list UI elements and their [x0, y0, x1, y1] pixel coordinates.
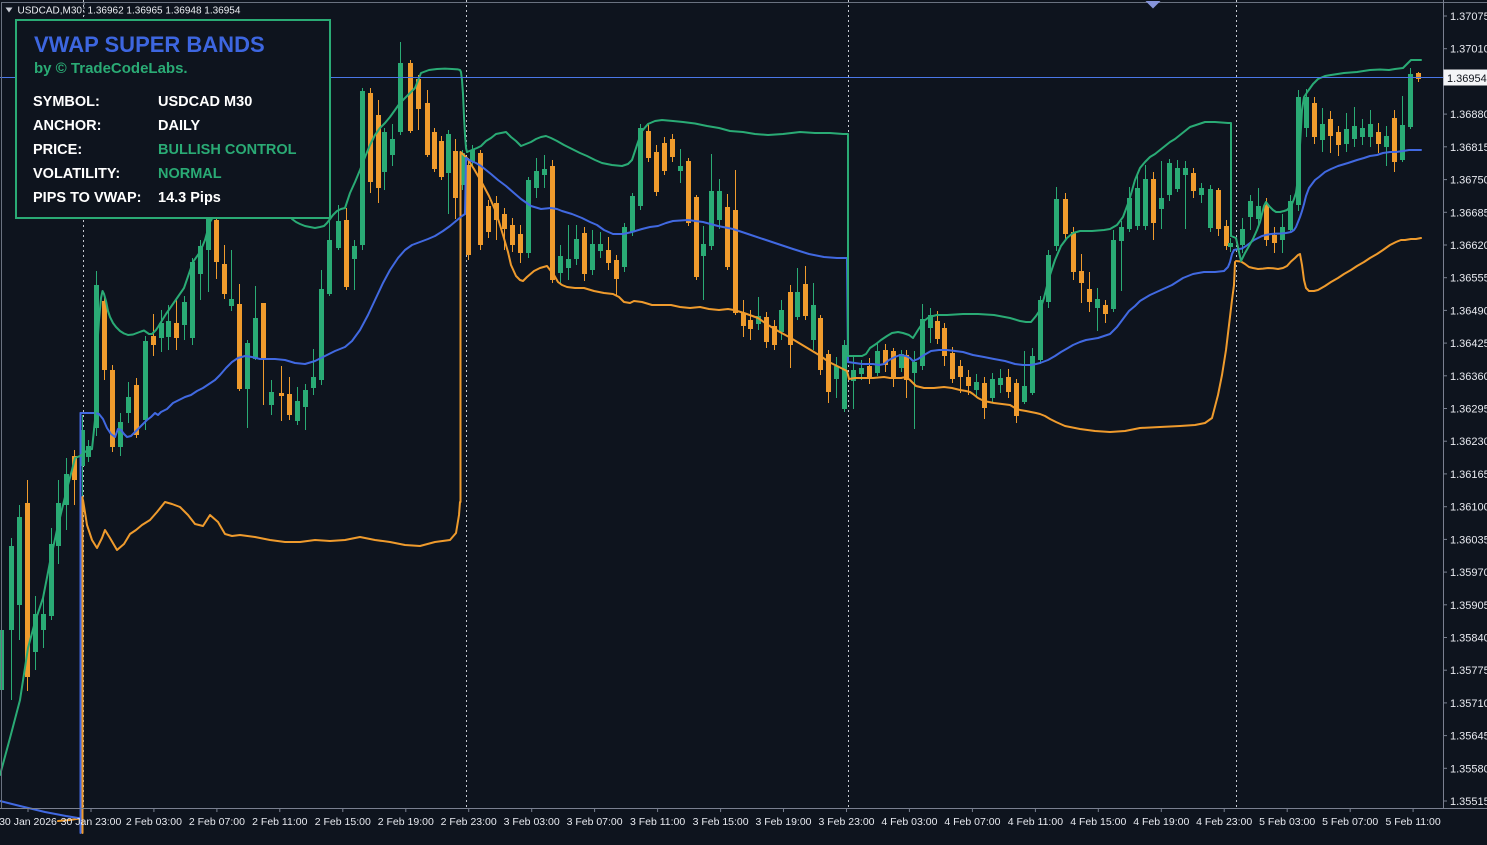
svg-text:1.36165: 1.36165 [1450, 469, 1487, 481]
svg-text:BULLISH CONTROL: BULLISH CONTROL [158, 142, 297, 158]
svg-text:4 Feb 11:00: 4 Feb 11:00 [1008, 816, 1063, 828]
svg-text:1.35645: 1.35645 [1450, 731, 1487, 743]
svg-text:4 Feb 07:00: 4 Feb 07:00 [944, 816, 1000, 828]
svg-text:1.36954: 1.36954 [1447, 73, 1487, 85]
svg-text:NORMAL: NORMAL [158, 166, 222, 182]
svg-text:2 Feb 19:00: 2 Feb 19:00 [378, 816, 434, 828]
svg-text:2 Feb 03:00: 2 Feb 03:00 [126, 816, 182, 828]
svg-text:1.36230: 1.36230 [1450, 436, 1487, 448]
svg-text:1.36425: 1.36425 [1450, 338, 1487, 350]
svg-text:USDCAD M30: USDCAD M30 [158, 94, 252, 110]
svg-text:PIPS TO VWAP:: PIPS TO VWAP: [33, 190, 142, 206]
svg-text:2 Feb 23:00: 2 Feb 23:00 [441, 816, 497, 828]
svg-text:1.36555: 1.36555 [1450, 273, 1487, 285]
svg-text:1.36035: 1.36035 [1450, 534, 1487, 546]
svg-text:1.36490: 1.36490 [1450, 305, 1487, 317]
svg-text:VWAP SUPER BANDS: VWAP SUPER BANDS [34, 32, 265, 57]
svg-text:1.36360: 1.36360 [1450, 371, 1487, 383]
svg-text:VOLATILITY:: VOLATILITY: [33, 166, 120, 182]
svg-text:PRICE:: PRICE: [33, 142, 82, 158]
svg-text:1.35580: 1.35580 [1450, 763, 1487, 775]
svg-text:1.36620: 1.36620 [1450, 240, 1487, 252]
svg-text:1.36685: 1.36685 [1450, 207, 1487, 219]
svg-text:5 Feb 03:00: 5 Feb 03:00 [1259, 816, 1315, 828]
svg-text:30 Jan 2026: 30 Jan 2026 [0, 816, 57, 828]
svg-text:1.35840: 1.35840 [1450, 633, 1487, 645]
svg-text:4 Feb 03:00: 4 Feb 03:00 [881, 816, 937, 828]
svg-text:1.35775: 1.35775 [1450, 665, 1487, 677]
svg-text:3 Feb 03:00: 3 Feb 03:00 [504, 816, 560, 828]
svg-text:2 Feb 07:00: 2 Feb 07:00 [189, 816, 245, 828]
svg-text:USDCAD,M30: USDCAD,M30 [18, 6, 83, 17]
svg-text:1.36962 1.36965 1.36948 1.3695: 1.36962 1.36965 1.36948 1.36954 [88, 6, 241, 17]
svg-text:30 Jan 23:00: 30 Jan 23:00 [61, 816, 122, 828]
svg-text:DAILY: DAILY [158, 118, 200, 134]
svg-text:1.36295: 1.36295 [1450, 404, 1487, 416]
svg-text:1.35710: 1.35710 [1450, 698, 1487, 710]
svg-text:1.37075: 1.37075 [1450, 11, 1487, 23]
svg-text:3 Feb 07:00: 3 Feb 07:00 [567, 816, 623, 828]
svg-text:1.36815: 1.36815 [1450, 142, 1487, 154]
svg-text:3 Feb 11:00: 3 Feb 11:00 [630, 816, 685, 828]
svg-text:5 Feb 07:00: 5 Feb 07:00 [1322, 816, 1378, 828]
svg-text:1.35515: 1.35515 [1450, 796, 1487, 808]
svg-text:1.36880: 1.36880 [1450, 109, 1487, 121]
svg-text:4 Feb 23:00: 4 Feb 23:00 [1196, 816, 1252, 828]
svg-text:2 Feb 11:00: 2 Feb 11:00 [252, 816, 307, 828]
svg-text:1.36750: 1.36750 [1450, 175, 1487, 187]
svg-text:ANCHOR:: ANCHOR: [33, 118, 101, 134]
svg-text:5 Feb 11:00: 5 Feb 11:00 [1385, 816, 1440, 828]
svg-text:4 Feb 19:00: 4 Feb 19:00 [1133, 816, 1189, 828]
svg-text:3 Feb 23:00: 3 Feb 23:00 [818, 816, 874, 828]
svg-text:by © TradeCodeLabs.: by © TradeCodeLabs. [34, 60, 188, 77]
svg-text:1.37010: 1.37010 [1450, 44, 1487, 56]
svg-text:14.3 Pips: 14.3 Pips [158, 190, 221, 206]
svg-text:1.35970: 1.35970 [1450, 567, 1487, 579]
svg-text:3 Feb 15:00: 3 Feb 15:00 [693, 816, 749, 828]
svg-text:3 Feb 19:00: 3 Feb 19:00 [755, 816, 811, 828]
svg-text:1.35905: 1.35905 [1450, 600, 1487, 612]
svg-text:SYMBOL:: SYMBOL: [33, 94, 100, 110]
svg-text:2 Feb 15:00: 2 Feb 15:00 [315, 816, 371, 828]
svg-text:4 Feb 15:00: 4 Feb 15:00 [1070, 816, 1126, 828]
svg-text:1.36100: 1.36100 [1450, 502, 1487, 514]
